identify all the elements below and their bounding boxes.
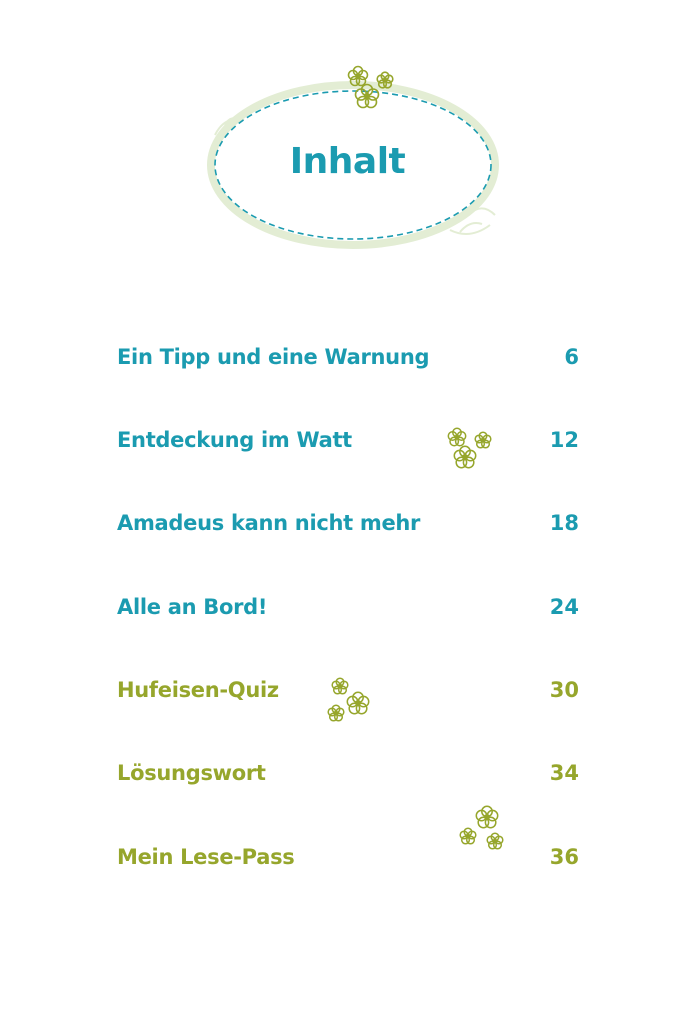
- toc-entry-page: 24: [549, 595, 579, 619]
- toc-entry-page: 12: [549, 428, 579, 452]
- flower-cluster-icon: [347, 65, 394, 109]
- toc-entry-title: Mein Lese-Pass: [117, 845, 295, 869]
- page-title: Inhalt: [289, 141, 406, 182]
- toc-entry-title: Lösungswort: [117, 761, 266, 785]
- title-frame: [195, 60, 515, 260]
- toc-entry-title: Ein Tipp und eine Warnung: [117, 345, 430, 369]
- toc-entry[interactable]: Hufeisen-Quiz 30: [117, 675, 579, 705]
- toc-entry[interactable]: Mein Lese-Pass 36: [117, 842, 579, 872]
- toc-entry-page: 30: [549, 678, 579, 702]
- toc-entry[interactable]: Entdeckung im Watt 12: [117, 425, 579, 455]
- toc-entry[interactable]: Lösungswort 34: [117, 758, 579, 788]
- flower-cluster-icon: [459, 805, 504, 850]
- toc-entry[interactable]: Alle an Bord! 24: [117, 592, 579, 622]
- toc-entry-title: Amadeus kann nicht mehr: [117, 511, 421, 535]
- flower-cluster-icon: [447, 427, 492, 469]
- toc-entry-title: Alle an Bord!: [117, 595, 268, 619]
- toc-entry-title: Hufeisen-Quiz: [117, 678, 279, 702]
- toc-entry-page: 18: [549, 511, 579, 535]
- toc-entry-title: Entdeckung im Watt: [117, 428, 352, 452]
- toc-entry-page: 36: [549, 845, 579, 869]
- flower-cluster-icon: [327, 677, 370, 722]
- toc-entry-page: 34: [549, 761, 579, 785]
- toc-entry-page: 6: [564, 345, 579, 369]
- toc-entry[interactable]: Amadeus kann nicht mehr 18: [117, 508, 579, 538]
- dashed-oval-frame-icon: [207, 65, 499, 249]
- toc-entry[interactable]: Ein Tipp und eine Warnung 6: [117, 342, 579, 372]
